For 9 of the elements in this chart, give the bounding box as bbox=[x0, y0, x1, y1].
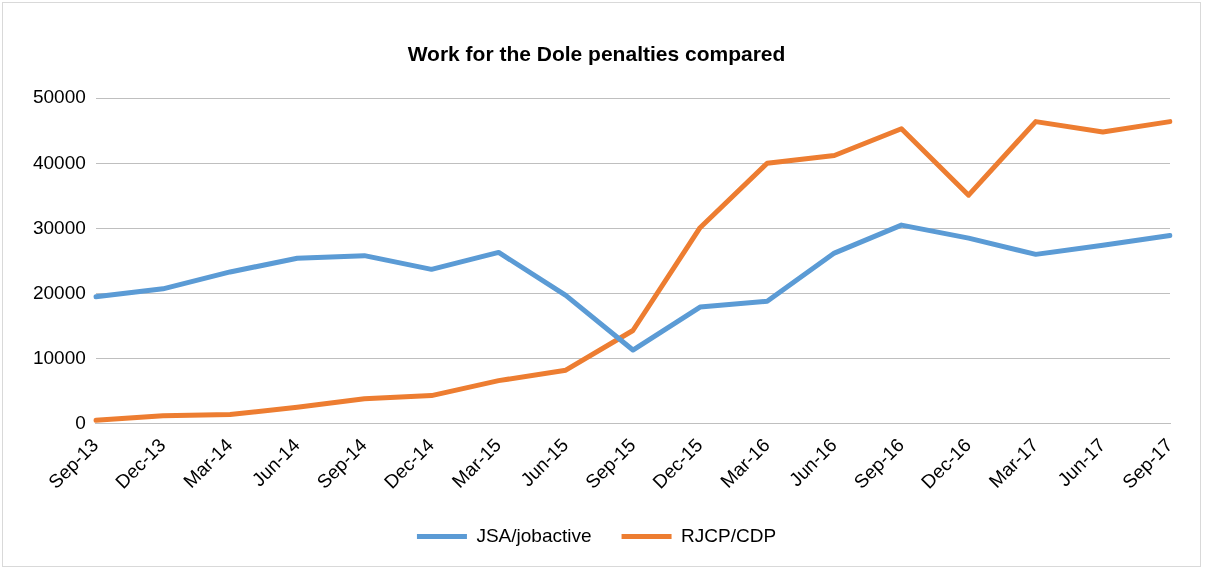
legend-label: RJCP/CDP bbox=[681, 524, 777, 546]
y-tick-label: 30000 bbox=[32, 216, 86, 238]
y-tick-label: 20000 bbox=[32, 281, 86, 303]
y-tick-label: 50000 bbox=[32, 86, 86, 108]
legend-label: JSA/jobactive bbox=[476, 524, 592, 546]
chart-title: Work for the Dole penalties compared bbox=[407, 42, 786, 66]
y-tick-label: 0 bbox=[75, 411, 86, 433]
y-tick-label: 10000 bbox=[32, 346, 86, 368]
y-tick-label: 40000 bbox=[32, 151, 86, 173]
